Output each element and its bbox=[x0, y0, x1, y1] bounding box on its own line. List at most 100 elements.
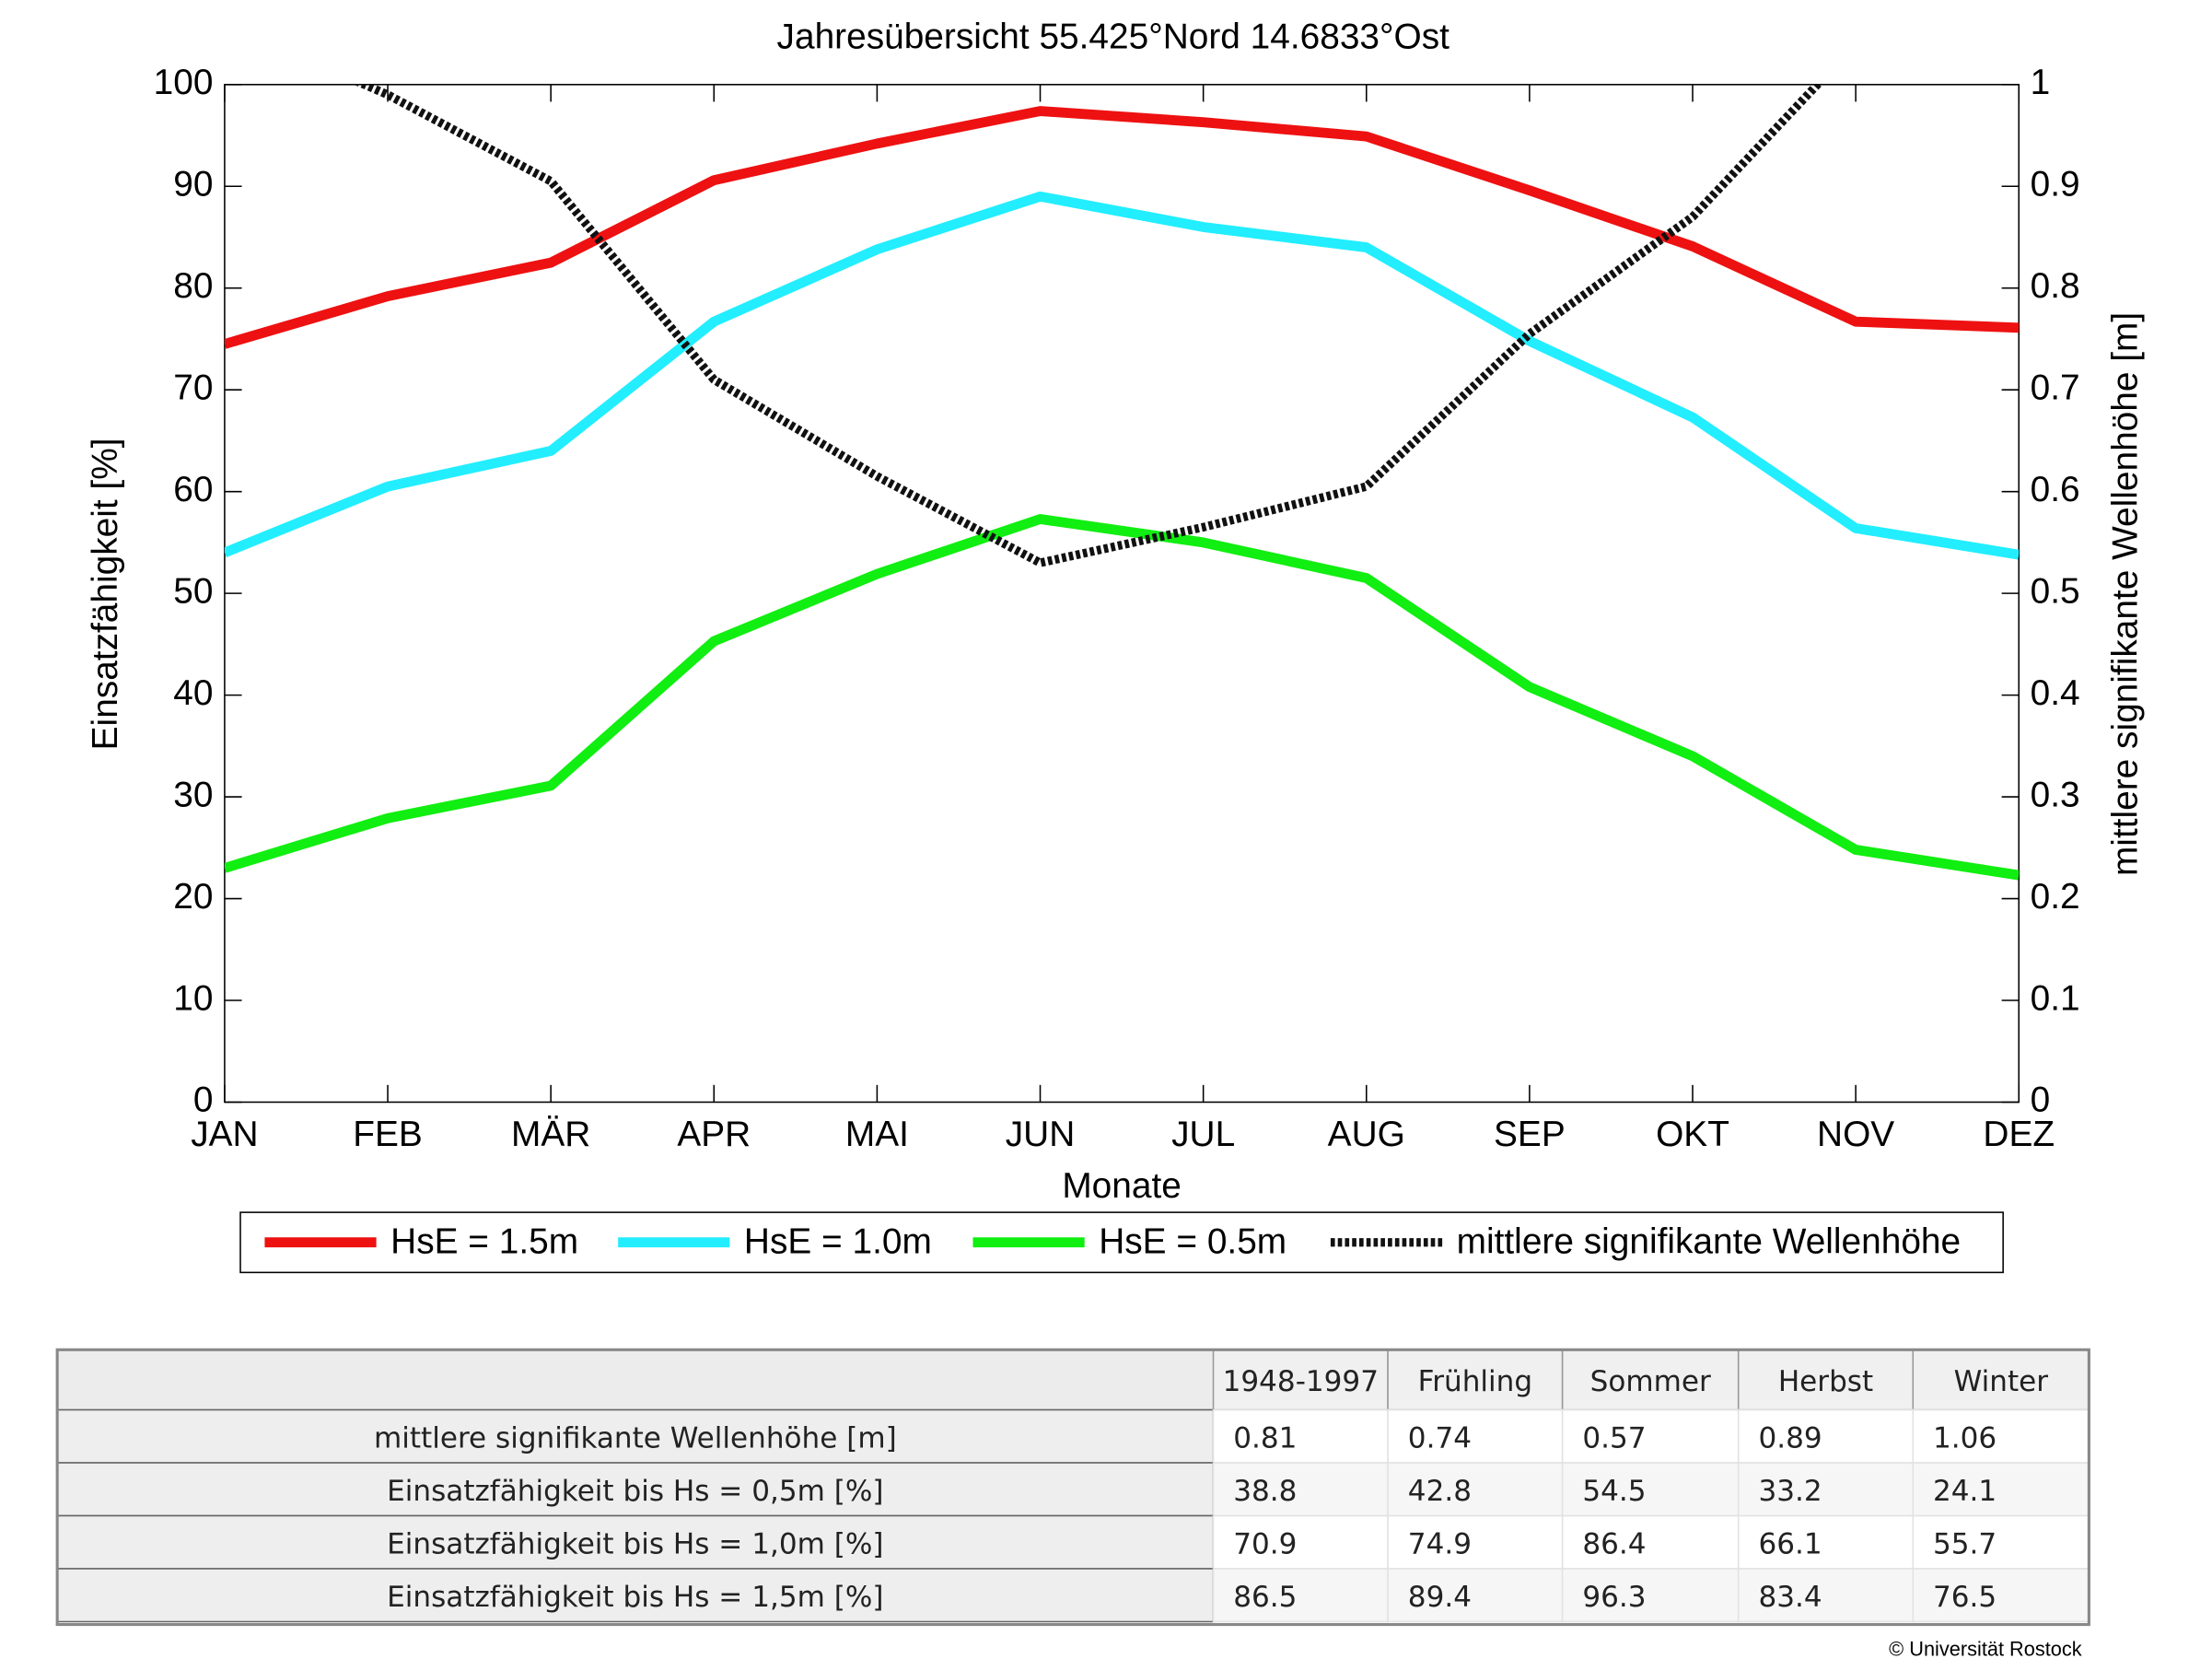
legend-box bbox=[239, 1211, 2004, 1274]
cell-value: 86.5 bbox=[1233, 1581, 1297, 1614]
y2-tick-label: 0.2 bbox=[2031, 877, 2080, 917]
y-tick-label: 30 bbox=[173, 775, 213, 814]
y2-tick-label: 0.1 bbox=[2031, 978, 2080, 1018]
cell-value: 1.06 bbox=[1933, 1421, 1997, 1455]
y2-tick-label: 0.5 bbox=[2031, 571, 2080, 611]
cell bbox=[1912, 1514, 2090, 1570]
x-tick-label: DEZ bbox=[1983, 1115, 2055, 1154]
y-tick-label: 90 bbox=[173, 165, 213, 204]
series-line bbox=[224, 106, 2020, 349]
cell-value: 66.1 bbox=[1758, 1527, 1822, 1560]
header-text: Sommer bbox=[1590, 1365, 1711, 1398]
row-label: Einsatzfähigkeit bis Hs = 1,0m [%] bbox=[387, 1527, 883, 1560]
cell-value: 55.7 bbox=[1933, 1527, 1997, 1560]
y-tick-label: 40 bbox=[173, 673, 213, 713]
row-label: mittlere signifikante Wellenhöhe [m] bbox=[374, 1421, 897, 1455]
x-tick-label: JUN bbox=[1006, 1115, 1076, 1154]
cell-value: 70.9 bbox=[1233, 1527, 1297, 1560]
table: 1948-1997 Frühling Sommer Herbst Winter mittl… bbox=[55, 1348, 2090, 1627]
x-axis-label: Monate bbox=[1062, 1166, 1182, 1206]
cell-value: 0.57 bbox=[1582, 1421, 1646, 1455]
table-frame bbox=[55, 1348, 2090, 1627]
copyright: © Universität Rostock bbox=[1889, 1637, 2082, 1659]
y2-tick-label: 0.8 bbox=[2031, 266, 2080, 306]
cell bbox=[1387, 1462, 1564, 1517]
x-tick-label: MAI bbox=[845, 1115, 909, 1154]
cell bbox=[1561, 1568, 1740, 1623]
cell-value: 89.4 bbox=[1408, 1581, 1472, 1614]
y-tick-label: 10 bbox=[173, 978, 213, 1018]
cell bbox=[1737, 1408, 1915, 1464]
x-tick-label: MÄR bbox=[511, 1115, 590, 1154]
x-tick-label: NOV bbox=[1817, 1115, 1894, 1154]
header-text: Herbst bbox=[1778, 1365, 1873, 1398]
cell bbox=[1387, 1514, 1564, 1570]
y2-axis-label: mittlere signifikante Wellenhöhe [m] bbox=[2106, 312, 2146, 876]
row-label-cell bbox=[56, 1462, 1215, 1517]
cell-value: 86.4 bbox=[1582, 1527, 1646, 1560]
cell-value: 96.3 bbox=[1582, 1581, 1646, 1614]
legend-label: HsE = 0.5m bbox=[1099, 1222, 1286, 1262]
cell bbox=[1387, 1568, 1564, 1623]
cell-value: 54.5 bbox=[1582, 1475, 1646, 1508]
header-cell bbox=[1387, 1349, 1564, 1411]
y-tick-label: 50 bbox=[173, 571, 213, 611]
cell-value: 42.8 bbox=[1408, 1475, 1472, 1508]
y-tick-label: 20 bbox=[173, 877, 213, 917]
series-line bbox=[224, 514, 2020, 881]
header-cell bbox=[1737, 1349, 1915, 1411]
cell bbox=[1912, 1568, 2090, 1623]
legend-label: HsE = 1.0m bbox=[744, 1222, 932, 1262]
cell-value: 0.89 bbox=[1758, 1421, 1822, 1455]
header-text: Frühling bbox=[1418, 1365, 1532, 1398]
y-tick-label: 0 bbox=[193, 1081, 214, 1120]
cell-value: 38.8 bbox=[1233, 1475, 1297, 1508]
y-tick-label: 60 bbox=[173, 470, 213, 509]
cell-value: 24.1 bbox=[1933, 1475, 1997, 1508]
cell bbox=[1212, 1568, 1389, 1623]
plot-frame bbox=[224, 84, 2020, 1104]
y2-tick-label: 0.9 bbox=[2031, 165, 2080, 204]
x-tick-label: FEB bbox=[353, 1115, 423, 1154]
y2-tick-label: 1 bbox=[2031, 63, 2051, 102]
x-tick-label: AUG bbox=[1328, 1115, 1405, 1154]
chart-title: Jahresübersicht 55.425°Nord 14.6833°Ost bbox=[777, 17, 1450, 56]
cell-value: 0.74 bbox=[1408, 1421, 1472, 1455]
y2-tick-label: 0.4 bbox=[2031, 673, 2080, 713]
cell bbox=[1561, 1514, 1740, 1570]
cell bbox=[1912, 1462, 2090, 1517]
cell-value: 76.5 bbox=[1933, 1581, 1997, 1614]
cell bbox=[1561, 1462, 1740, 1517]
y-tick-label: 80 bbox=[173, 266, 213, 306]
cell-value: 33.2 bbox=[1758, 1475, 1822, 1508]
header-text: 1948-1997 bbox=[1223, 1365, 1379, 1398]
legend-label: mittlere signifikante Wellenhöhe bbox=[1457, 1222, 1961, 1262]
cell-value: 0.81 bbox=[1233, 1421, 1297, 1455]
legend-label: HsE = 1.5m bbox=[390, 1222, 578, 1262]
y-axis-label: Einsatzfähigkeit [%] bbox=[86, 438, 125, 750]
series-line bbox=[224, 191, 2020, 560]
cell bbox=[1387, 1408, 1564, 1464]
x-tick-label: APR bbox=[677, 1115, 751, 1154]
y-tick-label: 70 bbox=[173, 368, 213, 407]
cell-value: 74.9 bbox=[1408, 1527, 1472, 1560]
row-label: Einsatzfähigkeit bis Hs = 1,5m [%] bbox=[387, 1581, 883, 1614]
y2-tick-label: 0.6 bbox=[2031, 470, 2080, 509]
row-label-cell bbox=[56, 1514, 1215, 1570]
cell bbox=[1212, 1514, 1389, 1570]
header-text: Winter bbox=[1954, 1365, 2049, 1398]
y2-tick-label: 0.3 bbox=[2031, 775, 2080, 814]
y2-tick-label: 0.7 bbox=[2031, 368, 2080, 407]
cell bbox=[1737, 1462, 1915, 1517]
y-tick-label: 100 bbox=[154, 63, 214, 102]
y2-tick-label: 0 bbox=[2031, 1081, 2051, 1120]
x-tick-label: SEP bbox=[1494, 1115, 1566, 1154]
x-tick-label: JUL bbox=[1171, 1115, 1235, 1154]
x-tick-label: JAN bbox=[191, 1115, 258, 1154]
cell-value: 83.4 bbox=[1758, 1581, 1822, 1614]
x-tick-label: OKT bbox=[1656, 1115, 1729, 1154]
row-label: Einsatzfähigkeit bis Hs = 0,5m [%] bbox=[387, 1475, 883, 1508]
series-line bbox=[354, 84, 1823, 567]
